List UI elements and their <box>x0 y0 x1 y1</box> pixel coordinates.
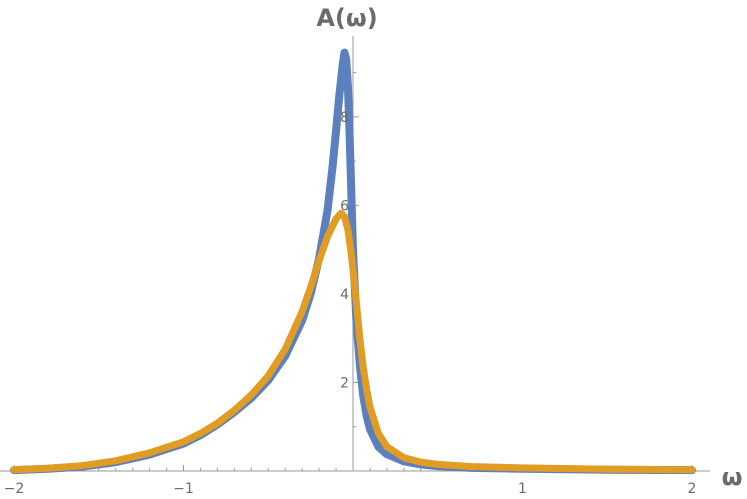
x-axis-title: ω <box>722 463 743 491</box>
series-layer <box>10 48 696 475</box>
x-tick-label: −1 <box>173 481 194 497</box>
y-tick-label: 4 <box>340 287 349 303</box>
series-line-2 <box>10 209 696 474</box>
x-tick-label: 1 <box>518 481 527 497</box>
x-tick-label: 2 <box>688 481 697 497</box>
labels-layer: −2 −1 1 2 2 4 6 8 <box>4 110 697 497</box>
y-axis-title: A(ω) <box>316 4 377 32</box>
y-tick-label: 8 <box>340 110 349 126</box>
y-tick-label: 2 <box>340 375 349 391</box>
y-tick-label: 6 <box>340 198 349 214</box>
x-tick-label: −2 <box>4 481 25 497</box>
